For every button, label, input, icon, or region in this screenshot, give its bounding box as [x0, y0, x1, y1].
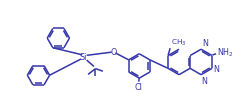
- Text: CH$_3$: CH$_3$: [171, 37, 186, 48]
- Text: NH$_2$: NH$_2$: [217, 47, 234, 59]
- Text: N: N: [202, 39, 208, 48]
- Text: Cl: Cl: [134, 83, 142, 92]
- Text: N: N: [202, 77, 207, 86]
- Text: O: O: [110, 48, 117, 57]
- Text: Si: Si: [80, 53, 87, 62]
- Text: N: N: [213, 65, 219, 74]
